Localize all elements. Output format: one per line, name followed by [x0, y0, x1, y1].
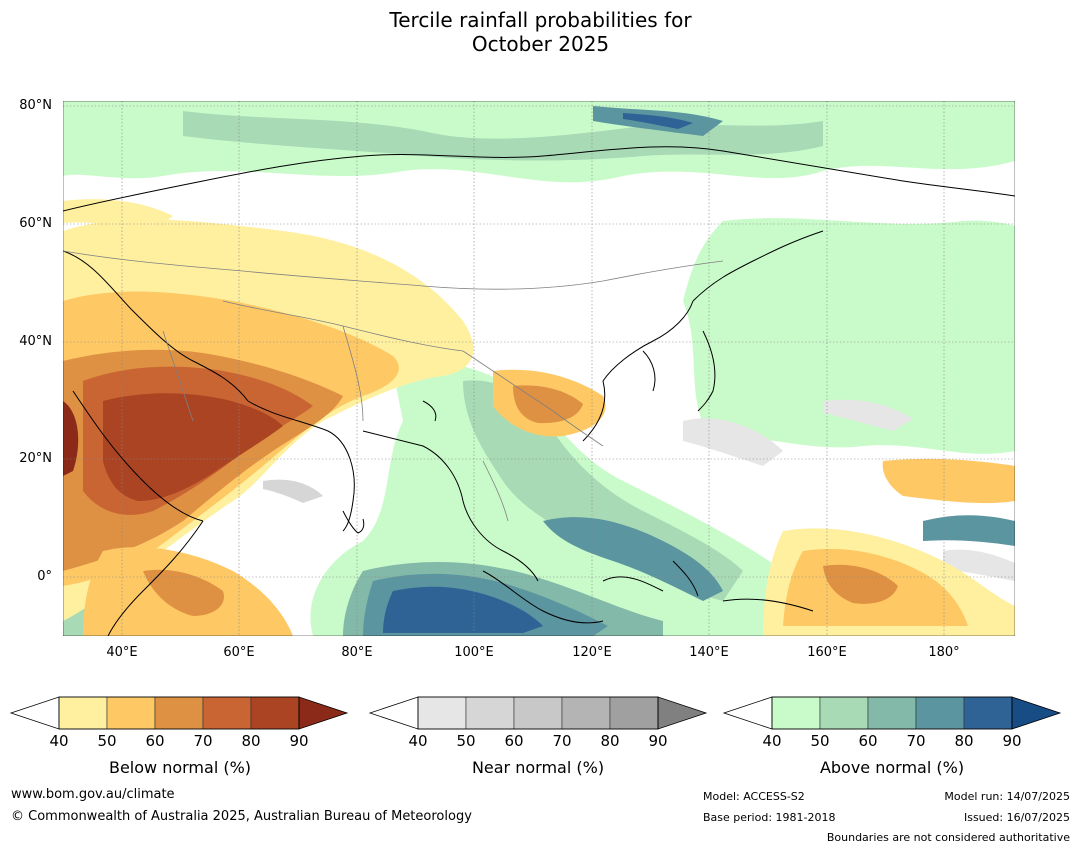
colorbar-0-step-3 — [202, 696, 252, 730]
colorbar-0-tick-70: 70 — [193, 732, 213, 750]
issued-text: Issued: 16/07/2025 — [963, 811, 1070, 824]
lon-label-120e: 120°E — [572, 645, 612, 660]
colorbar-0-step-0 — [58, 696, 108, 730]
coastlines — [63, 146, 1015, 636]
lon-label-160e: 160°E — [807, 645, 847, 660]
colorbar-2-tick-50: 50 — [810, 732, 830, 750]
country-borders — [63, 250, 724, 522]
lat-label-0: 0° — [37, 569, 52, 584]
colorbar-0-tick-40: 40 — [49, 732, 69, 750]
graticule — [63, 101, 1015, 636]
colorbar-1-tick-60: 60 — [504, 732, 524, 750]
colorbar-1-tick-80: 80 — [600, 732, 620, 750]
colorbar-1-upper-extension — [657, 696, 708, 730]
colorbar-1-tick-50: 50 — [456, 732, 476, 750]
copyright-text: © Commonwealth of Australia 2025, Austra… — [11, 809, 472, 824]
above-normal-field — [63, 101, 1015, 636]
lon-label-60e: 60°E — [223, 645, 255, 660]
map-canvas — [63, 101, 1015, 636]
colorbar-0-tick-50: 50 — [97, 732, 117, 750]
colorbar-above-normal — [722, 696, 1062, 730]
colorbar-1-step-3 — [561, 696, 611, 730]
lon-label-100e: 100°E — [454, 645, 494, 660]
colorbar-0-lower-extension — [9, 696, 60, 730]
model-text: Model: ACCESS-S2 — [703, 790, 805, 803]
colorbar-1-step-2 — [513, 696, 563, 730]
lon-label-80e: 80°E — [341, 645, 373, 660]
colorbar-2-tick-40: 40 — [762, 732, 782, 750]
colorbar-1-tick-40: 40 — [408, 732, 428, 750]
colorbar-2-step-1 — [819, 696, 869, 730]
colorbar-1-lower-extension — [368, 696, 419, 730]
above-normal-label: Above normal (%) — [819, 758, 965, 777]
lat-label-20n: 20°N — [19, 451, 52, 466]
colorbar-0-step-1 — [106, 696, 156, 730]
colorbar-1-step-1 — [465, 696, 515, 730]
model-run-text: Model run: 14/07/2025 — [944, 790, 1070, 803]
base-period-text: Base period: 1981-2018 — [703, 811, 836, 824]
colorbar-2-step-0 — [771, 696, 821, 730]
below-normal-label: Below normal (%) — [108, 758, 252, 777]
colorbar-1-step-4 — [609, 696, 659, 730]
colorbar-near-normal — [368, 696, 708, 730]
colorbar-2-tick-60: 60 — [858, 732, 878, 750]
lat-label-80n: 80°N — [19, 98, 52, 113]
colorbar-1-step-0 — [417, 696, 467, 730]
colorbar-2-step-4 — [963, 696, 1013, 730]
colorbar-below-normal — [9, 696, 349, 730]
below-normal-field — [63, 199, 1015, 636]
colorbar-0-outline — [58, 696, 300, 730]
colorbar-2-upper-extension — [1011, 696, 1062, 730]
colorbar-1-outline — [417, 696, 659, 730]
colorbar-0-step-4 — [250, 696, 300, 730]
lon-label-180: 180° — [928, 645, 960, 660]
lon-label-40e: 40°E — [106, 645, 138, 660]
lon-label-140e: 140°E — [689, 645, 729, 660]
colorbar-0-upper-extension — [298, 696, 349, 730]
colorbar-2-tick-80: 80 — [954, 732, 974, 750]
colorbar-0-tick-60: 60 — [145, 732, 165, 750]
colorbar-2-tick-90: 90 — [1002, 732, 1022, 750]
colorbar-0-tick-90: 90 — [289, 732, 309, 750]
colorbars — [9, 696, 1062, 730]
colorbar-1-tick-90: 90 — [648, 732, 668, 750]
title-line-1: Tercile rainfall probabilities for — [389, 8, 692, 32]
map-title: Tercile rainfall probabilities for Octob… — [0, 8, 1081, 56]
colorbar-2-outline — [771, 696, 1013, 730]
colorbar-2-lower-extension — [722, 696, 773, 730]
website-link[interactable]: www.bom.gov.au/climate — [11, 787, 175, 802]
colorbar-0-tick-80: 80 — [241, 732, 261, 750]
disclaimer-text: Boundaries are not considered authoritat… — [826, 831, 1070, 844]
colorbar-2-step-2 — [867, 696, 917, 730]
probability-map — [63, 101, 1015, 636]
colorbar-2-tick-70: 70 — [906, 732, 926, 750]
near-normal-label: Near normal (%) — [471, 758, 605, 777]
title-line-2: October 2025 — [471, 32, 610, 56]
lat-label-40n: 40°N — [19, 334, 52, 349]
colorbar-2-step-3 — [915, 696, 965, 730]
colorbar-1-tick-70: 70 — [552, 732, 572, 750]
lat-label-60n: 60°N — [19, 216, 52, 231]
colorbar-0-step-2 — [154, 696, 204, 730]
